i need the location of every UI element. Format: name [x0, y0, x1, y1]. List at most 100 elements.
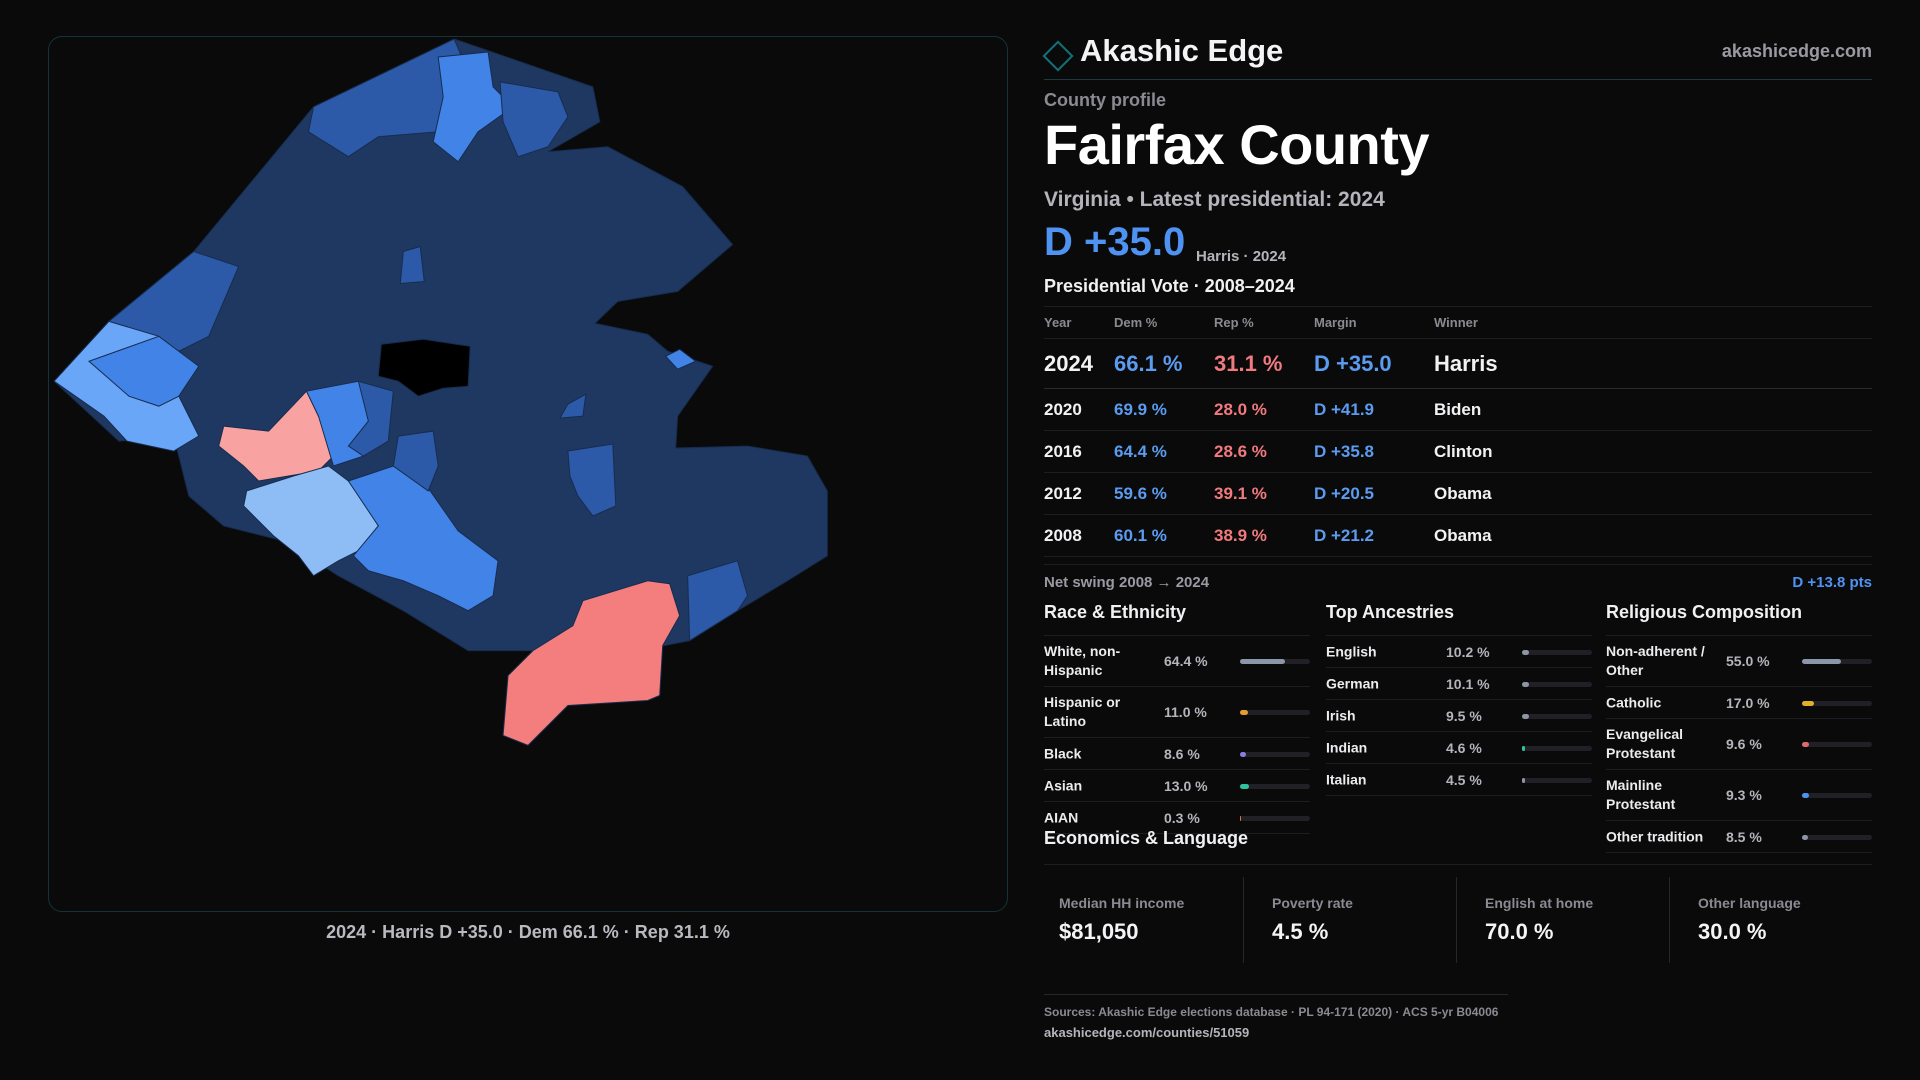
ancestry-label: English [1326, 643, 1377, 659]
map-region-se-rep[interactable] [502, 580, 681, 746]
religion-bar [1802, 659, 1872, 664]
race-bar [1240, 783, 1310, 789]
list-item: Non-adherent / Other 55.0 % [1606, 636, 1872, 687]
list-item: German 10.1 % [1326, 668, 1592, 700]
map-region-center-small[interactable] [399, 245, 425, 284]
cell-dem: 66.1 % [1114, 350, 1183, 376]
economics-title: Economics & Language [1044, 828, 1249, 848]
map-region-se-likely[interactable] [687, 560, 749, 642]
ancestry-bar [1522, 681, 1592, 687]
religion-label: Catholic [1606, 694, 1662, 710]
ancestry-section: Top Ancestries English 10.2 % German 10.… [1326, 602, 1592, 796]
map-region-no-data[interactable] [377, 338, 471, 397]
list-item: Mainline Protestant 9.3 % [1606, 770, 1872, 821]
cell-winner: Obama [1434, 483, 1492, 503]
econ-value: 30.0 % [1698, 919, 1767, 944]
vote-table-title: Presidential Vote · 2008–2024 [1044, 276, 1295, 296]
ancestry-value: 10.1 % [1446, 675, 1490, 692]
cell-margin: D +35.8 [1314, 441, 1375, 461]
race-label: White, non-Hispanic [1044, 643, 1121, 678]
map-region-nw[interactable] [307, 38, 469, 158]
cell-dem: 59.6 % [1114, 483, 1167, 503]
list-item: AIAN 0.3 % [1044, 802, 1310, 834]
cell-year: 2016 [1044, 441, 1082, 461]
net-swing-value: D +13.8 pts [1792, 574, 1872, 591]
religion-bar [1802, 793, 1872, 798]
brand-url[interactable]: akashicedge.com [1721, 41, 1872, 61]
map-region-center-lean[interactable] [559, 393, 587, 419]
race-bar-fill [1240, 659, 1286, 664]
header-margin: Margin [1314, 315, 1357, 330]
race-bar-fill [1240, 783, 1250, 789]
vote-table: Year Dem % Rep % Margin Winner 2024 66.1… [1044, 306, 1872, 557]
cell-year: 2024 [1044, 350, 1093, 376]
vote-table-header: Year Dem % Rep % Margin Winner [1044, 307, 1872, 339]
cell-year: 2012 [1044, 483, 1082, 503]
race-section-title: Race & Ethnicity [1044, 602, 1310, 636]
table-row: 2008 60.1 % 38.9 % D +21.2 Obama [1044, 515, 1872, 557]
map-region-east-dot[interactable] [664, 348, 697, 370]
ancestry-label: Irish [1326, 707, 1356, 723]
ancestry-bar-fill [1522, 745, 1526, 751]
list-item: Black 8.6 % [1044, 738, 1310, 770]
map-region-mid-south[interactable] [567, 443, 617, 517]
map-region-north[interactable] [432, 51, 514, 163]
cell-rep: 39.1 % [1214, 483, 1267, 503]
race-label: Asian [1044, 777, 1083, 793]
cell-winner: Harris [1434, 350, 1498, 376]
footer-url[interactable]: akashicedge.com/counties/51059 [1044, 1025, 1250, 1040]
table-row: 2024 66.1 % 31.1 % D +35.0 Harris [1044, 339, 1872, 389]
race-ethnicity-section: Race & Ethnicity White, non-Hispanic 64.… [1044, 602, 1310, 834]
page-title: Fairfax County [1044, 113, 1430, 176]
cell-margin: D +21.2 [1314, 525, 1375, 545]
race-bar [1240, 659, 1310, 664]
religion-label: Other tradition [1606, 828, 1704, 844]
cell-winner: Obama [1434, 525, 1492, 545]
religion-value: 9.3 % [1726, 787, 1762, 803]
map-region-west-lean[interactable] [88, 335, 200, 407]
econ-label: Other language [1698, 895, 1801, 911]
ancestry-bar [1522, 777, 1592, 783]
religion-label: Mainline Protestant [1606, 777, 1676, 812]
list-item: Irish 9.5 % [1326, 700, 1592, 732]
religion-bar-fill [1802, 793, 1809, 798]
list-item: Hispanic or Latino 11.0 % [1044, 687, 1310, 738]
precinct-map-svg[interactable] [49, 37, 1007, 911]
list-item: Other tradition 8.5 % [1606, 821, 1872, 853]
econ-card-income: Median HH income $81,050 [1044, 877, 1244, 963]
religion-bar [1802, 834, 1872, 840]
cell-margin: D +20.5 [1314, 483, 1375, 503]
cell-year: 2020 [1044, 399, 1082, 419]
econ-label: Poverty rate [1272, 895, 1353, 911]
ancestry-bar [1522, 713, 1592, 719]
list-item: Italian 4.5 % [1326, 764, 1592, 796]
ancestry-label: German [1326, 675, 1379, 691]
map-region-north-strip[interactable] [499, 81, 569, 158]
list-item: White, non-Hispanic 64.4 % [1044, 636, 1310, 687]
map-region-sw-likely[interactable] [347, 380, 394, 457]
religion-label: Non-adherent / Other [1606, 643, 1705, 678]
map-region-south-lean[interactable] [347, 465, 499, 612]
brand-name: Akashic Edge [1080, 33, 1284, 68]
brand-header: Akashic Edge akashicedge.com [1042, 33, 1872, 80]
list-item: Indian 4.6 % [1326, 732, 1592, 764]
map-region-south-likely[interactable] [392, 430, 439, 492]
cell-rep: 38.9 % [1214, 525, 1267, 545]
diamond-logo-icon [1042, 40, 1074, 72]
religion-value: 8.5 % [1726, 828, 1762, 845]
race-value: 11.0 % [1164, 704, 1207, 720]
headline-margin-note: Harris · 2024 [1196, 248, 1287, 265]
ancestry-bar-fill [1522, 649, 1530, 655]
list-item: Catholic 17.0 % [1606, 687, 1872, 719]
cell-rep: 31.1 % [1214, 350, 1283, 376]
econ-card-other-language: Other language 30.0 % [1683, 877, 1883, 963]
race-label: Hispanic or Latino [1044, 694, 1121, 729]
table-row: 2012 59.6 % 39.1 % D +20.5 Obama [1044, 473, 1872, 515]
county-map[interactable] [48, 36, 1008, 912]
religion-bar [1802, 700, 1872, 706]
ancestry-value: 9.5 % [1446, 707, 1482, 724]
cell-dem: 64.4 % [1114, 441, 1167, 461]
race-value: 0.3 % [1164, 809, 1200, 826]
ancestry-section-title: Top Ancestries [1326, 602, 1592, 636]
race-value: 64.4 % [1164, 653, 1208, 669]
